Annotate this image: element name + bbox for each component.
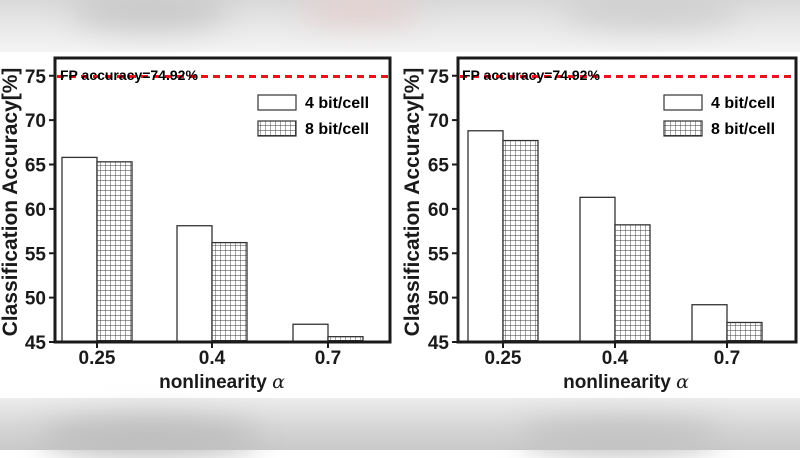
y-axis-label: Classification Accuracy[%] [401,68,424,337]
legend-label-4bit: 4 bit/cell [305,95,369,112]
legend-swatch-8bit [663,120,703,137]
bar-0.25-8bit [96,161,133,343]
y-tick-label: 70 [25,111,46,132]
legend: 4 bit/cell 8 bit/cell [663,94,775,138]
legend: 4 bit/cell 8 bit/cell [257,94,369,138]
x-axis-label: nonlinearity α [563,371,689,393]
alpha-symbol: α [676,371,689,393]
y-tick-label: 65 [25,156,47,177]
y-tick-label: 75 [428,67,450,88]
plot-frame [456,56,798,344]
bar-0.7-4bit [292,323,329,343]
fp-accuracy-label: FP accuracy=74.92% [60,67,198,83]
y-tick-label: 75 [25,67,47,88]
bars-group [61,156,364,343]
y-tick-label: 55 [428,244,450,265]
blurred-top-background [0,0,800,52]
y-axis-ticks: 45 50 55 60 65 70 75 [25,67,55,354]
bar-0.7-8bit [726,321,763,343]
y-tick-label: 70 [428,111,449,132]
x-tick-label: 0.4 [602,348,629,369]
bar-0.4-4bit [579,196,616,343]
bar-0.7-4bit [691,304,728,343]
x-axis-label-text: nonlinearity [159,372,267,393]
bar-0.4-4bit [176,225,213,343]
x-axis-label: nonlinearity α [159,371,285,393]
blur-spot [40,418,260,458]
y-tick-label: 45 [428,333,450,354]
bar-0.25-4bit [467,130,504,343]
y-tick-label: 60 [25,200,46,221]
x-tick-label: 0.7 [315,348,341,369]
y-tick-label: 65 [428,156,450,177]
x-axis-ticks: 0.25 0.4 0.7 [485,342,740,369]
y-tick-label: 55 [25,244,47,265]
alpha-symbol: α [272,371,285,393]
blur-spot [520,420,720,456]
y-axis-label: Classification Accuracy[%] [0,68,22,337]
x-axis-label-text: nonlinearity [563,372,671,393]
blurred-bottom-background [0,398,800,458]
y-tick-label: 50 [25,289,46,310]
x-axis-ticks: 0.25 0.4 0.7 [79,342,341,369]
legend-label-8bit: 8 bit/cell [711,121,775,138]
blur-spot [300,0,420,24]
x-tick-label: 0.25 [485,348,522,369]
legend-label-4bit: 4 bit/cell [711,95,775,112]
bar-0.25-8bit [502,139,539,343]
bar-0.4-8bit [614,224,651,343]
bar-0.4-8bit [211,241,248,343]
legend-swatch-8bit [257,120,297,137]
y-tick-label: 50 [428,289,449,310]
plot-frame [53,56,392,344]
y-axis-ticks: 45 50 55 60 65 70 75 [428,67,458,354]
bars-group [467,130,763,343]
x-tick-label: 0.4 [199,348,226,369]
fp-accuracy-label: FP accuracy=74.92% [462,67,600,83]
y-tick-label: 45 [25,333,47,354]
bar-0.25-4bit [61,156,98,343]
legend-swatch-4bit [257,94,297,111]
x-tick-label: 0.7 [714,348,740,369]
x-tick-label: 0.25 [79,348,116,369]
legend-label-8bit: 8 bit/cell [305,121,369,138]
y-tick-label: 60 [428,200,449,221]
blur-spot [560,0,740,28]
legend-swatch-4bit [663,94,703,111]
